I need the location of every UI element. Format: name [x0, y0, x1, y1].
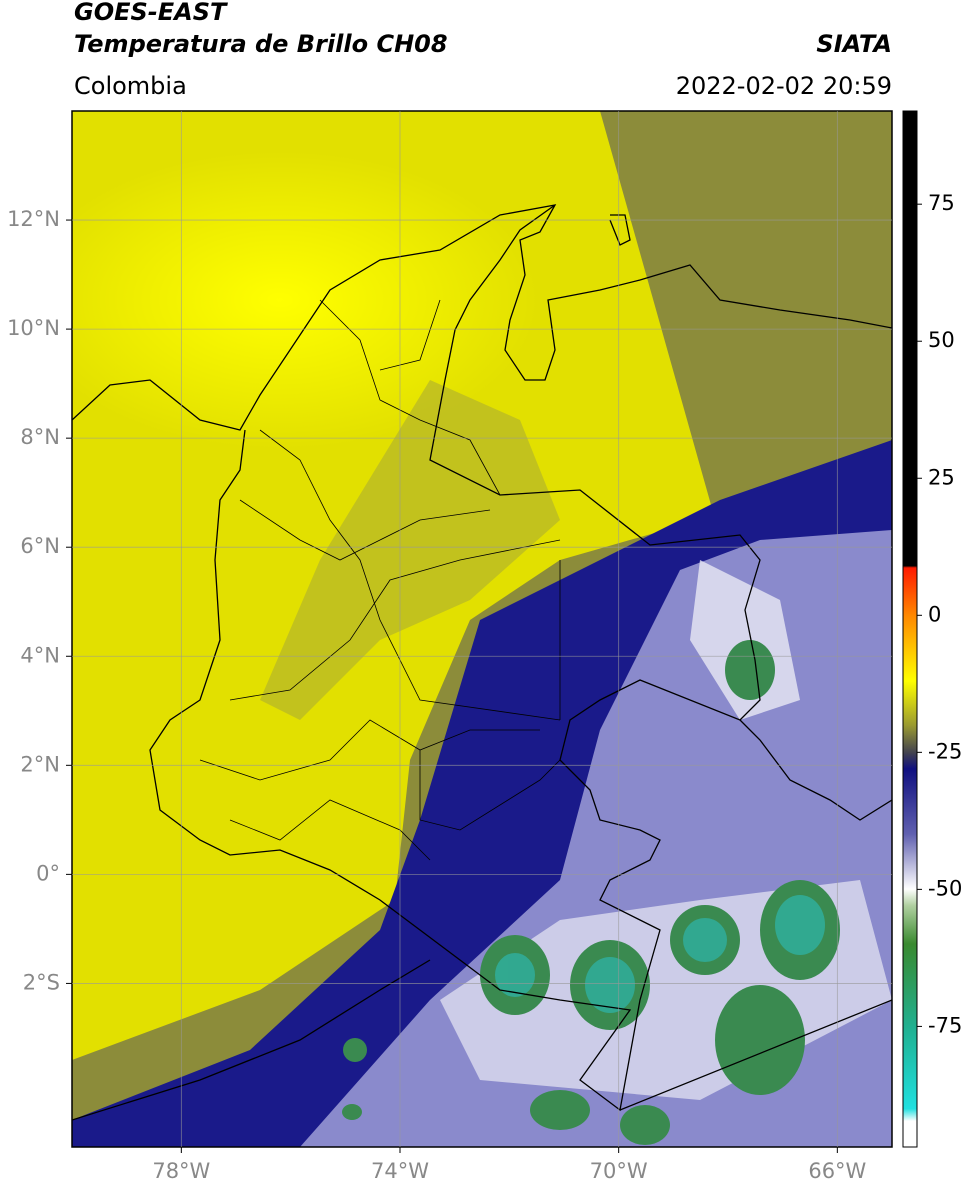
region: Colombia — [74, 72, 187, 100]
datetime: 2022-02-02 20:59 — [676, 72, 892, 100]
y-tick-label: 4°N — [20, 643, 60, 667]
x-tick-label: 70°W — [590, 1159, 648, 1183]
map-frame — [71, 110, 893, 1148]
satellite-image — [72, 111, 892, 1147]
y-tick-label: 10°N — [7, 316, 60, 340]
colorbar-tick-label: 75 — [928, 191, 955, 215]
y-tick-label: 0° — [36, 861, 60, 885]
colorbar-tick-label: 25 — [928, 465, 955, 489]
colorbar-tick-label: 0 — [928, 602, 941, 626]
x-tick-label: 66°W — [808, 1159, 866, 1183]
colorbar-tick-label: -75 — [928, 1013, 962, 1037]
colorbar — [902, 110, 918, 1148]
colorbar-tick-label: -25 — [928, 739, 962, 763]
x-tick-label: 74°W — [371, 1159, 429, 1183]
colorbar-tick-label: 50 — [928, 328, 955, 352]
x-tick-label: 78°W — [152, 1159, 210, 1183]
y-tick-label: 2°S — [23, 970, 60, 994]
agency: SIATA — [816, 30, 892, 58]
y-tick-label: 8°N — [20, 425, 60, 449]
y-tick-label: 6°N — [20, 534, 60, 558]
y-tick-label: 2°N — [20, 752, 60, 776]
title: GOES-EAST — [74, 0, 228, 26]
subtitle: Temperatura de Brillo CH08 — [74, 30, 448, 58]
y-tick-label: 12°N — [7, 207, 60, 231]
colorbar-tick-label: -50 — [928, 876, 962, 900]
